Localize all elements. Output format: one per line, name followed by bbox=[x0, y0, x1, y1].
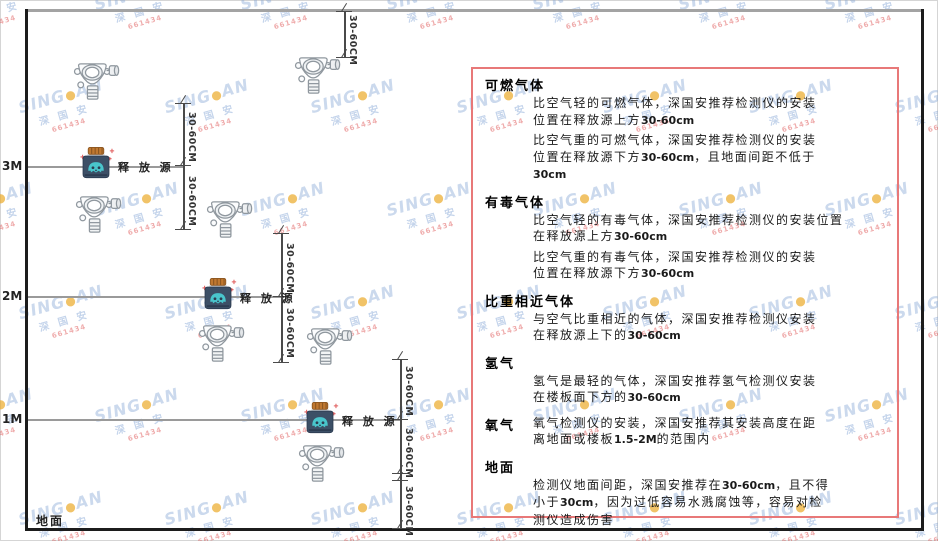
dimension-label: 30-60CM bbox=[403, 428, 414, 479]
dimension-line bbox=[281, 233, 283, 363]
dimension-label: 30-60CM bbox=[186, 112, 197, 163]
dimension-label: 30-60CM bbox=[284, 308, 295, 359]
dimension-tick bbox=[336, 57, 352, 58]
section-paragraph: 比空气重的有毒气体，深国安推荐检测仪的安装 位置在释放源下方30-60cm bbox=[533, 249, 817, 281]
panel-section: 氧气 氧气检测仪的安装，深国安推荐其安装高度在距 离地面或楼板1.5-2M的范围内 bbox=[485, 415, 885, 449]
ground-label: 地面 bbox=[36, 514, 65, 528]
section-heading: 地面 bbox=[485, 460, 516, 476]
gas-detector-icon bbox=[74, 194, 122, 236]
dimension-tick bbox=[392, 419, 408, 420]
height-label-1m: 1M bbox=[2, 412, 23, 426]
dimension-label: 30-60CM bbox=[186, 176, 197, 227]
panel-section: 比重相近气体 与空气比重相近的气体，深国安推荐检测仪安装 在释放源上下的30-60c… bbox=[485, 291, 885, 345]
gas-detector-icon bbox=[72, 61, 120, 103]
gas-detector-icon bbox=[293, 55, 341, 97]
dimension-tick bbox=[175, 229, 191, 230]
dimension-tick bbox=[175, 165, 191, 166]
section-heading: 比重相近气体 bbox=[485, 294, 576, 310]
release-source-icon bbox=[199, 276, 237, 312]
section-paragraph: 比空气重的可燃气体，深国安推荐检测仪的安装 位置在释放源下方30-60cm，且地面… bbox=[533, 133, 817, 181]
gas-detector-icon bbox=[305, 326, 353, 368]
section-paragraph: 比空气轻的有毒气体，深国安推荐检测仪的安装位置 在释放源上方30-60cm bbox=[533, 212, 844, 244]
dimension-label: 30-60CM bbox=[403, 486, 414, 537]
release-source-label: 释 放 源 bbox=[118, 161, 174, 174]
left-wall-line bbox=[25, 9, 28, 531]
section-heading: 氧气 bbox=[485, 418, 516, 434]
panel-sections: 可燃气体比空气轻的可燃气体，深国安推荐检测仪的安装 位置在释放源上方30-60cm… bbox=[485, 75, 885, 528]
dimension-tick bbox=[273, 296, 289, 297]
dimension-tick bbox=[273, 233, 289, 234]
installation-notes-panel: 可燃气体比空气轻的可燃气体，深国安推荐检测仪的安装 位置在释放源上方30-60cm… bbox=[471, 67, 899, 527]
panel-section: 氢气氢气是最轻的气体，深国安推荐氢气检测仪安装 在楼板面下方的30-60cm bbox=[485, 353, 885, 407]
panel-section: 地面检测仪地面间距，深国安推荐在30-60cm，且不得 小于30cm，因为过低容易… bbox=[485, 457, 885, 529]
dimension-label: 30-60CM bbox=[403, 366, 414, 417]
gas-detector-icon bbox=[297, 443, 345, 485]
section-paragraph: 比空气轻的可燃气体，深国安推荐检测仪的安装 位置在释放源上方30-60cm bbox=[533, 96, 817, 127]
release-source-icon bbox=[301, 400, 339, 436]
ground-line bbox=[25, 528, 924, 531]
section-paragraph: 与空气比重相近的气体，深国安推荐检测仪安装 在释放源上下的30-60cm bbox=[533, 311, 817, 343]
dimension-tick bbox=[273, 362, 289, 363]
section-heading: 有毒气体 bbox=[485, 195, 546, 211]
section-heading: 可燃气体 bbox=[485, 79, 546, 94]
section-heading: 氢气 bbox=[485, 356, 516, 372]
dimension-tick bbox=[392, 359, 408, 360]
dimension-line bbox=[400, 359, 402, 529]
release-source-icon bbox=[77, 145, 115, 181]
height-line-2m bbox=[28, 296, 281, 298]
gas-detector-icon bbox=[197, 323, 245, 365]
height-line-1m bbox=[28, 419, 400, 421]
dimension-label: 30-60CM bbox=[284, 243, 295, 294]
dimension-line bbox=[344, 11, 346, 58]
dimension-line bbox=[183, 103, 185, 230]
release-source-label: 释 放 源 bbox=[342, 415, 398, 428]
section-paragraph: 氧气检测仪的安装，深国安推荐其安装高度在距 离地面或楼板1.5-2M的范围内 bbox=[533, 415, 817, 447]
dimension-tick bbox=[175, 103, 191, 104]
gas-detector-icon bbox=[205, 199, 253, 241]
release-source-label: 释 放 源 bbox=[240, 292, 296, 305]
panel-section: 有毒气体 比空气轻的有毒气体，深国安推荐检测仪的安装位置 在释放源上方30-60cm… bbox=[485, 192, 885, 283]
dimension-tick bbox=[392, 528, 408, 529]
dimension-label: 30-60CM bbox=[347, 15, 358, 66]
ceiling-line bbox=[26, 9, 923, 12]
height-label-2m: 2M bbox=[2, 289, 23, 303]
dimension-tick bbox=[336, 11, 352, 12]
panel-section: 可燃气体比空气轻的可燃气体，深国安推荐检测仪的安装 位置在释放源上方30-60cm… bbox=[485, 75, 885, 184]
dimension-tick bbox=[392, 480, 408, 481]
section-paragraph: 检测仪地面间距，深国安推荐在30-60cm，且不得 小于30cm，因为过低容易水溅… bbox=[533, 477, 830, 527]
height-label-3m: 3M bbox=[2, 159, 23, 173]
section-paragraph: 氢气是最轻的气体，深国安推荐氢气检测仪安装 在楼板面下方的30-60cm bbox=[533, 373, 817, 405]
right-wall-line bbox=[921, 9, 924, 530]
